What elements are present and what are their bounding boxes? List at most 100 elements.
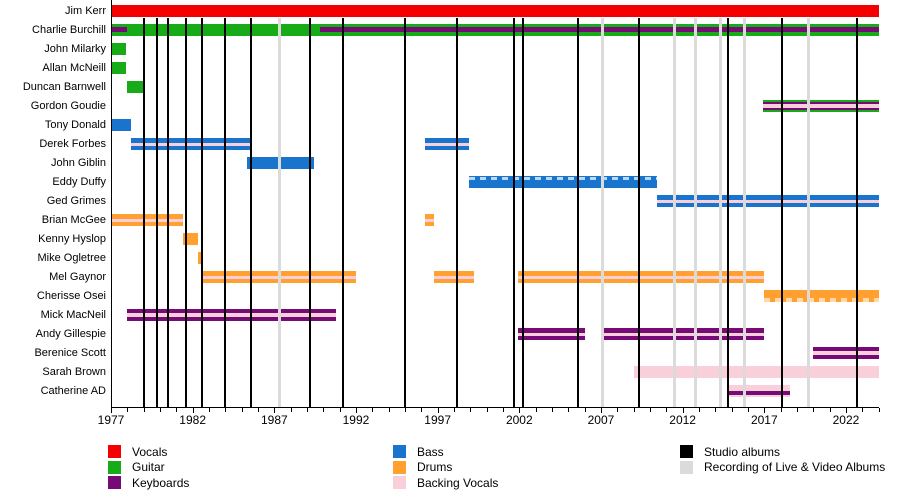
x-axis-tick bbox=[731, 408, 733, 412]
x-axis-label: 2007 bbox=[587, 413, 615, 427]
x-axis-tick bbox=[845, 408, 847, 413]
member-label-berenice-scott: Berenice Scott bbox=[34, 347, 106, 359]
bar-stripe-bass_light bbox=[468, 176, 657, 180]
x-axis-tick bbox=[339, 408, 341, 412]
member-bar-derek-forbes bbox=[424, 138, 469, 150]
x-axis-tick bbox=[633, 408, 635, 412]
member-label-andy-gillespie: Andy Gillespie bbox=[35, 328, 106, 340]
x-axis-tick bbox=[535, 408, 537, 412]
x-axis-tick bbox=[519, 408, 521, 413]
x-axis-tick bbox=[813, 408, 815, 412]
member-label-sarah-brown: Sarah Brown bbox=[42, 366, 106, 378]
bar-stripe-backing_vocals bbox=[424, 142, 469, 146]
x-axis-tick bbox=[225, 408, 227, 412]
legend-label-studio-albums: Studio albums bbox=[704, 444, 781, 459]
x-axis-label: 2022 bbox=[832, 413, 860, 427]
x-axis-tick bbox=[437, 408, 439, 413]
live-album-line bbox=[743, 18, 747, 407]
member-bar-gordon-goudie bbox=[762, 100, 879, 112]
legend-label-vocals: Vocals bbox=[132, 444, 168, 459]
x-axis-tick bbox=[388, 408, 390, 412]
bar-stripe-backing_vocals bbox=[517, 275, 765, 279]
live-album-line bbox=[694, 18, 698, 407]
x-axis-line bbox=[111, 407, 879, 408]
member-bar-ged-grimes bbox=[656, 195, 879, 207]
x-axis-tick bbox=[747, 408, 749, 412]
studio-album-line bbox=[224, 18, 227, 407]
member-label-allan-mcneill: Allan McNeill bbox=[42, 62, 106, 74]
x-axis-tick bbox=[764, 408, 766, 413]
member-bar-brian-mcgee bbox=[111, 214, 183, 226]
legend-swatch-backing-vocals bbox=[393, 476, 406, 489]
studio-album-line bbox=[309, 18, 312, 407]
bar-stripe-backing_vocals bbox=[517, 332, 585, 336]
x-axis-tick bbox=[290, 408, 292, 412]
studio-album-line bbox=[185, 18, 188, 407]
studio-album-line bbox=[856, 18, 859, 407]
member-label-ged-grimes: Ged Grimes bbox=[46, 195, 106, 207]
x-axis-tick bbox=[470, 408, 472, 412]
studio-album-line bbox=[456, 18, 459, 407]
bar-stripe-backing_vocals bbox=[130, 142, 250, 146]
legend-swatch-vocals bbox=[108, 445, 121, 458]
member-bar-duncan-barnwell bbox=[127, 81, 144, 93]
x-axis-label: 2012 bbox=[669, 413, 696, 427]
legend-label-bass: Bass bbox=[417, 444, 444, 459]
bar-stripe-backing_vocals bbox=[127, 313, 337, 317]
legend-label-drums: Drums bbox=[417, 460, 453, 474]
legend-swatch-drums bbox=[393, 460, 406, 474]
member-bar-mel-gaynor bbox=[434, 271, 474, 283]
bar-stripe-backing_vocals bbox=[762, 104, 879, 108]
live-album-line bbox=[718, 18, 722, 407]
member-bar-mel-gaynor bbox=[517, 271, 765, 283]
x-axis-label: 1977 bbox=[97, 413, 125, 427]
x-axis-tick bbox=[796, 408, 798, 412]
x-axis-tick bbox=[404, 408, 406, 412]
x-axis-tick bbox=[355, 408, 357, 413]
x-axis-tick bbox=[698, 408, 700, 412]
live-album-line bbox=[277, 18, 281, 407]
bar-stripe-backing_vocals bbox=[424, 218, 435, 222]
x-axis-label: 1992 bbox=[342, 413, 370, 427]
x-axis-label: 1997 bbox=[424, 413, 451, 427]
member-bar-derek-forbes bbox=[130, 138, 250, 150]
studio-album-line bbox=[781, 18, 784, 407]
member-label-mike-ogletree: Mike Ogletree bbox=[37, 252, 106, 264]
legend-swatch-recording-of-live-video-albums bbox=[680, 460, 693, 474]
legend-label-backing-vocals: Backing Vocals bbox=[417, 475, 499, 490]
x-axis-tick bbox=[666, 408, 668, 412]
x-axis-tick bbox=[600, 408, 602, 413]
member-bar-jim-kerr bbox=[111, 5, 879, 17]
member-label-john-giblin: John Giblin bbox=[50, 157, 106, 169]
x-axis-tick bbox=[372, 408, 374, 412]
studio-album-line bbox=[403, 18, 406, 407]
x-axis-tick bbox=[306, 408, 308, 412]
bar-stripe-backing_vocals bbox=[813, 351, 879, 355]
x-axis-tick bbox=[780, 408, 782, 412]
x-axis-tick bbox=[878, 408, 880, 412]
studio-album-line bbox=[637, 18, 640, 407]
member-label-gordon-goudie: Gordon Goudie bbox=[30, 100, 106, 112]
studio-album-line bbox=[250, 18, 253, 407]
member-bar-eddy-duffy bbox=[468, 176, 657, 188]
member-label-cherisse-osei: Cherisse Osei bbox=[36, 290, 106, 302]
x-axis-tick bbox=[241, 408, 243, 412]
x-axis-tick bbox=[453, 408, 455, 412]
x-axis-tick bbox=[715, 408, 717, 412]
x-axis-tick bbox=[323, 408, 325, 412]
member-label-duncan-barnwell: Duncan Barnwell bbox=[22, 81, 106, 93]
x-axis-tick bbox=[257, 408, 259, 412]
member-bar-cherisse-osei bbox=[764, 290, 879, 302]
member-bar-berenice-scott bbox=[813, 347, 879, 359]
x-axis-tick bbox=[159, 408, 161, 412]
member-label-mel-gaynor: Mel Gaynor bbox=[49, 271, 106, 283]
x-axis-tick bbox=[421, 408, 423, 412]
x-axis-tick bbox=[176, 408, 178, 412]
bar-stripe-keyboards bbox=[728, 391, 791, 395]
x-axis-tick bbox=[127, 408, 129, 412]
legend-label-guitar: Guitar bbox=[132, 460, 165, 474]
member-label-jim-kerr: Jim Kerr bbox=[65, 5, 106, 17]
x-axis-tick bbox=[584, 408, 586, 412]
